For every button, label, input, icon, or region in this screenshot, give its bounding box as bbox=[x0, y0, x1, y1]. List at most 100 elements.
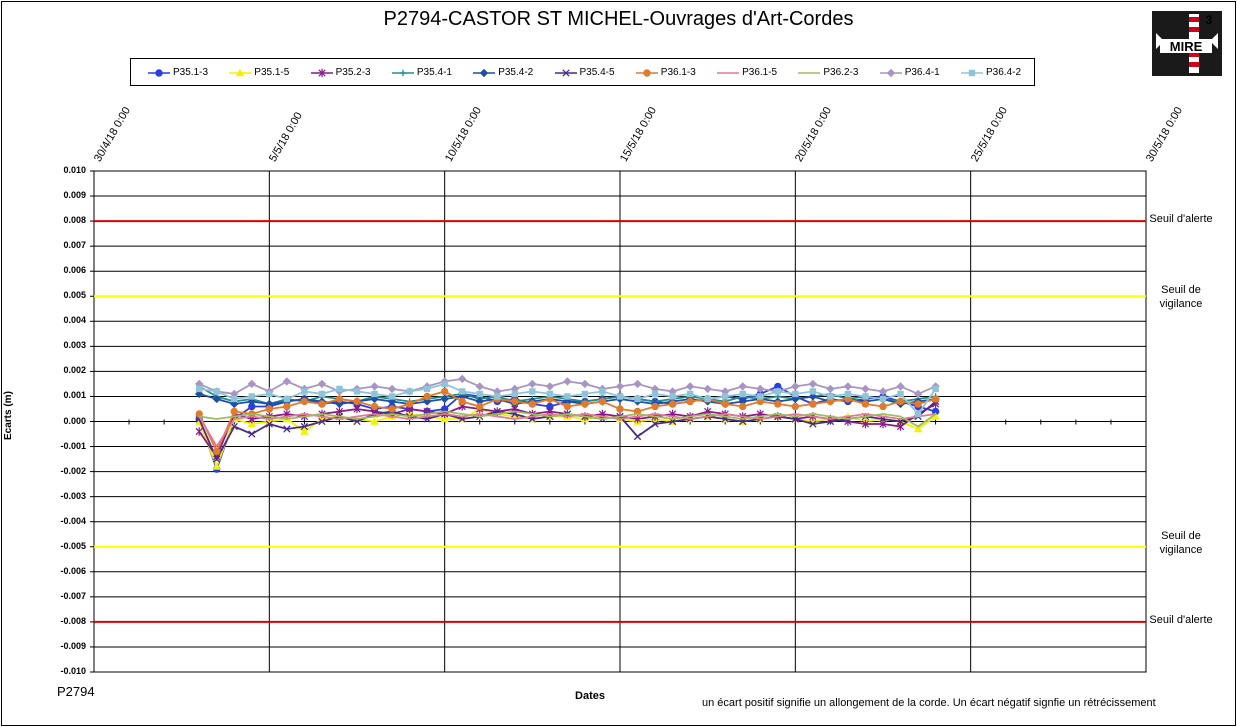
data-point bbox=[459, 388, 466, 395]
legend-swatch bbox=[879, 68, 902, 78]
data-point bbox=[247, 379, 256, 389]
data-point bbox=[546, 390, 554, 398]
data-point bbox=[529, 388, 536, 395]
data-point bbox=[862, 393, 869, 400]
y-tick-label: 0.010 bbox=[63, 165, 86, 175]
data-point bbox=[633, 379, 642, 389]
series-P36.4-2 bbox=[196, 380, 939, 418]
x-axis-label: Dates bbox=[575, 690, 605, 702]
data-point bbox=[721, 387, 730, 396]
legend-label: P36.1-3 bbox=[660, 67, 696, 78]
y-tick-label: 0.004 bbox=[63, 315, 86, 326]
y-tick-label: 0.008 bbox=[63, 215, 86, 226]
data-point bbox=[827, 393, 834, 400]
data-point bbox=[599, 388, 606, 395]
legend-swatch-marker bbox=[561, 69, 570, 77]
data-point bbox=[809, 400, 817, 408]
data-point bbox=[528, 379, 537, 389]
legend-swatch-marker bbox=[236, 68, 245, 77]
data-point bbox=[476, 390, 483, 398]
data-point bbox=[353, 388, 361, 395]
series-line bbox=[198, 413, 936, 449]
data-point bbox=[353, 397, 361, 406]
data-point bbox=[300, 422, 309, 431]
data-point bbox=[897, 390, 904, 398]
y-tick-label: -0.001 bbox=[60, 440, 86, 451]
y-tick-label: -0.007 bbox=[60, 590, 86, 601]
data-point bbox=[440, 394, 449, 404]
y-tick-label: 0.002 bbox=[63, 365, 86, 376]
data-point bbox=[791, 402, 800, 411]
legend-swatch-marker bbox=[155, 69, 163, 77]
threshold-label-alert-top: Seuil d'alerte bbox=[1149, 213, 1213, 225]
data-point bbox=[616, 405, 624, 413]
y-tick-label: 0.007 bbox=[63, 240, 86, 251]
data-point bbox=[792, 390, 799, 398]
data-point bbox=[914, 400, 922, 408]
y-tick-label: -0.005 bbox=[60, 540, 86, 551]
data-point bbox=[721, 400, 729, 408]
y-tick-label: 0.009 bbox=[63, 190, 86, 201]
data-point bbox=[564, 393, 571, 400]
data-point bbox=[265, 417, 274, 425]
y-tick-label: -0.004 bbox=[60, 515, 86, 526]
data-point bbox=[528, 400, 537, 408]
legend-swatch-marker bbox=[399, 69, 407, 77]
data-point bbox=[563, 377, 572, 386]
y-tick-label: -0.008 bbox=[60, 615, 86, 626]
data-point bbox=[335, 395, 344, 403]
data-point bbox=[861, 419, 870, 429]
logo-text: MIRE bbox=[1170, 39, 1203, 54]
series-line bbox=[199, 410, 937, 428]
y-tick-label: 0.003 bbox=[63, 340, 86, 351]
data-point bbox=[265, 420, 273, 428]
data-point bbox=[388, 393, 396, 400]
data-point bbox=[265, 405, 274, 413]
legend-swatch-marker bbox=[968, 69, 976, 77]
y-tick-label: -0.002 bbox=[60, 465, 86, 476]
y-axis-label: Ecarts (m) bbox=[3, 391, 14, 440]
data-point bbox=[738, 382, 747, 391]
data-point bbox=[774, 400, 782, 408]
data-point bbox=[213, 388, 220, 395]
y-tick-label: 0.000 bbox=[63, 415, 86, 426]
legend-swatch bbox=[635, 69, 658, 77]
data-point bbox=[387, 384, 397, 394]
data-point bbox=[248, 393, 255, 400]
data-point bbox=[791, 382, 800, 391]
data-point bbox=[651, 420, 659, 428]
data-point bbox=[230, 422, 238, 431]
legend-swatch bbox=[148, 69, 170, 77]
y-tick-label: -0.006 bbox=[60, 565, 86, 576]
data-point bbox=[318, 390, 326, 398]
data-point bbox=[212, 462, 221, 470]
legend-swatch bbox=[310, 68, 333, 78]
legend-swatch bbox=[798, 72, 821, 74]
data-point bbox=[441, 380, 448, 388]
threshold-label-alert-bottom: Seuil d'alerte bbox=[1149, 614, 1213, 626]
data-point bbox=[808, 379, 818, 389]
data-point bbox=[247, 419, 256, 428]
legend-label: P35.4-2 bbox=[498, 67, 534, 78]
legend-swatch-marker bbox=[886, 68, 895, 78]
y-tick-label: -0.010 bbox=[60, 666, 86, 676]
data-point bbox=[914, 410, 922, 418]
data-point bbox=[581, 390, 589, 398]
data-point bbox=[475, 382, 484, 391]
data-point bbox=[282, 377, 292, 386]
data-point bbox=[861, 384, 870, 394]
data-point bbox=[458, 397, 466, 406]
data-point bbox=[896, 382, 905, 391]
series-P36.1-5 bbox=[198, 413, 936, 449]
data-point bbox=[843, 382, 853, 391]
data-point bbox=[722, 393, 729, 400]
data-point bbox=[774, 388, 781, 395]
legend-swatch-marker bbox=[479, 68, 489, 78]
legend-swatch-marker bbox=[317, 68, 326, 78]
legend-label: P36.1-5 bbox=[742, 67, 778, 78]
data-point bbox=[616, 393, 624, 400]
data-point bbox=[371, 390, 378, 398]
data-point bbox=[651, 402, 659, 411]
legend-swatch-marker bbox=[643, 69, 651, 77]
